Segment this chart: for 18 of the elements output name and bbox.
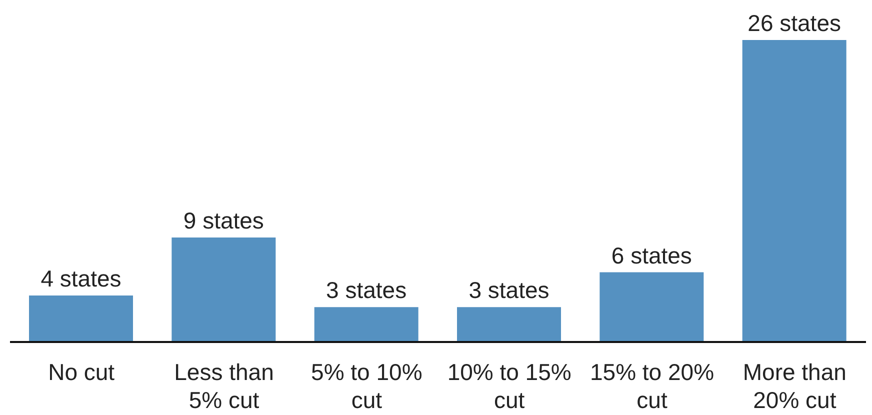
x-tick-label: More than 20% cut (742, 359, 846, 413)
x-tick-label: 10% to 15% cut (447, 359, 572, 413)
data-label: 3 states (468, 277, 550, 304)
data-label: 9 states (183, 207, 264, 234)
data-label: 3 states (326, 277, 407, 304)
bar (29, 296, 133, 342)
bar (742, 40, 846, 342)
x-tick-label: No cut (48, 359, 116, 385)
bar (314, 307, 418, 342)
x-tick-label: 15% to 20% cut (590, 359, 714, 413)
data-label: 4 states (40, 266, 122, 292)
x-tick-label: Less than 5% cut (174, 359, 274, 413)
bar (457, 307, 561, 342)
bar (172, 237, 276, 342)
data-label: 26 states (748, 10, 842, 36)
bar (600, 272, 704, 342)
x-tick-label: 5% to 10% cut (311, 359, 422, 413)
data-label: 6 states (611, 242, 692, 268)
